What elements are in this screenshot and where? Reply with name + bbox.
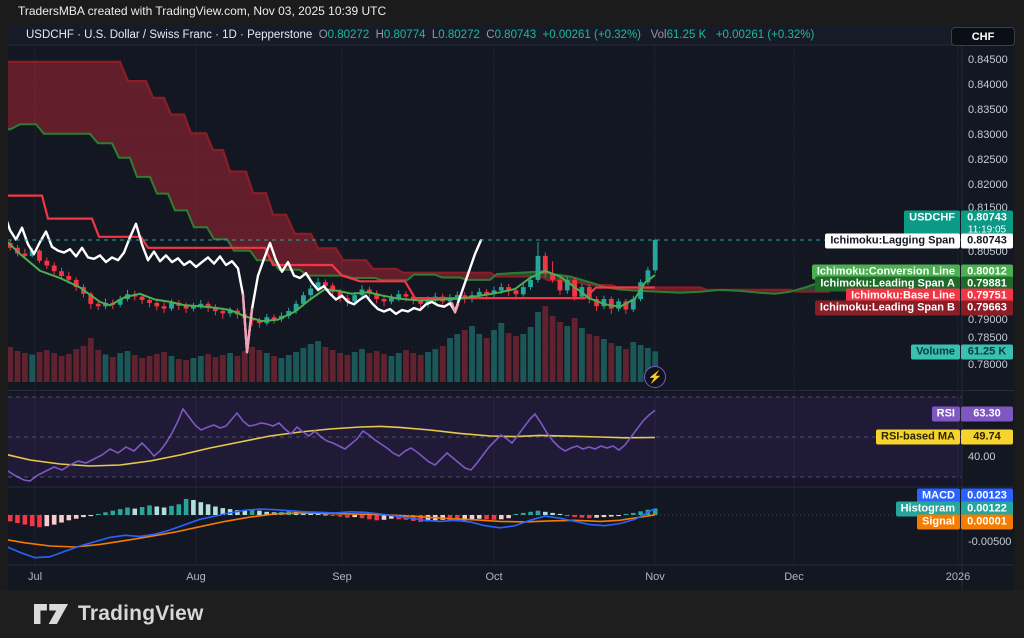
badge-label: Ichimoku:Leading Span B <box>814 300 960 316</box>
tradingview-logo-text: TradingView <box>78 602 204 625</box>
axis-price-label: 0.80500 <box>968 246 1008 258</box>
badge-value: 0.79663 <box>961 300 1013 316</box>
badge-label: Ichimoku:Base Line <box>846 288 960 304</box>
badge-value: 63.30 <box>961 406 1013 422</box>
symbol-bar-segment: 61.25 K <box>666 29 716 41</box>
tradingview-logo[interactable]: TradingView <box>34 602 204 626</box>
badge-value: 0.00001 <box>961 514 1013 530</box>
symbol-info-bar[interactable]: USDCHF · U.S. Dollar / Swiss Franc · 1D … <box>8 25 1014 45</box>
axis-time-label: Oct <box>485 571 503 583</box>
badge-label: Histogram <box>895 501 960 517</box>
indicator-badge: Ichimoku:Conversion Line 0.80012 <box>811 264 1013 280</box>
symbol-bar-segment: 0.80272 <box>438 29 487 41</box>
axis-time-label: Nov <box>645 571 665 583</box>
attribution-text: TradersMBA created with TradingView.com,… <box>18 4 387 18</box>
axis-price-label: 0.84000 <box>968 79 1008 91</box>
indicator-badge: Histogram 0.00122 <box>895 501 1013 517</box>
badge-label: Ichimoku:Leading Span A <box>815 276 960 292</box>
indicator-badge: MACD 0.00123 <box>917 488 1013 504</box>
indicator-badge: Ichimoku:Leading Span A 0.79881 <box>815 276 1013 292</box>
axis-price-label: 0.78000 <box>968 359 1008 371</box>
symbol-bar-segment: +0.00261 (+0.32%) <box>542 29 651 41</box>
symbol-bar-segment: O <box>318 29 328 41</box>
axis-price-label: 0.79000 <box>968 314 1008 326</box>
axis-price-label: 0.82000 <box>968 179 1008 191</box>
badge-label: Ichimoku:Conversion Line <box>811 264 960 280</box>
badge-label: RSI-based MA <box>876 429 960 445</box>
symbol-bar-segment: H <box>375 29 384 41</box>
indicator-badge: RSI-based MA 49.74 <box>876 429 1013 445</box>
badge-countdown: 11:19:05 <box>967 224 1007 236</box>
axis-price-label: 0.83500 <box>968 104 1008 116</box>
indicator-badge: USDCHF 0.80743 11:19:05 <box>904 210 1013 238</box>
symbol-bar-segment: Vol <box>650 29 667 41</box>
badge-value: 0.80012 <box>961 264 1013 280</box>
axis-time-label: Aug <box>186 571 206 583</box>
indicator-badge: Ichimoku:Lagging Span 0.80743 <box>825 233 1013 249</box>
lightning-boost-button[interactable]: ⚡ <box>644 366 666 388</box>
badge-value: 0.80743 <box>961 233 1013 249</box>
indicator-badge: Ichimoku:Leading Span B 0.79663 <box>814 300 1013 316</box>
axis-time-label: Dec <box>784 571 804 583</box>
axis-price-label: 0.83000 <box>968 129 1008 141</box>
indicator-badge: Ichimoku:Base Line 0.79751 <box>846 288 1013 304</box>
badge-label: Volume <box>911 344 960 360</box>
badge-value: 0.00122 <box>961 501 1013 517</box>
badge-value: 0.79751 <box>961 288 1013 304</box>
badge-value: 0.00123 <box>961 488 1013 504</box>
axis-time-label: Jul <box>27 571 43 583</box>
indicator-badge: Volume 61.25 K <box>911 344 1013 360</box>
badge-value: 49.74 <box>961 429 1013 445</box>
indicator-badge: Signal 0.00001 <box>916 514 1013 530</box>
footer-bar: TradingView <box>0 590 1024 638</box>
axis-time-label: 2026 <box>945 571 971 583</box>
symbol-bar-segment: C <box>486 29 495 41</box>
badge-label: MACD <box>917 488 960 504</box>
axis-time-label: Sep <box>332 571 352 583</box>
axis-price-label: 40.00 <box>968 451 996 463</box>
symbol-bar-segment: L <box>431 29 439 41</box>
symbol-bar-segment: 0.80774 <box>383 29 432 41</box>
badge-label: Signal <box>916 514 960 530</box>
axis-price-label: 0.82500 <box>968 154 1008 166</box>
indicator-badge: RSI 63.30 <box>931 406 1013 422</box>
tradingview-logo-icon <box>34 604 68 624</box>
axis-price-label: 0.78500 <box>968 332 1008 344</box>
lightning-bolt-icon: ⚡ <box>647 370 663 384</box>
symbol-bar-segment: 0.80743 <box>494 29 543 41</box>
badge-label: Ichimoku:Lagging Span <box>825 233 960 249</box>
symbol-bar-segment: +0.00261 (+0.32%) <box>715 29 815 41</box>
axis-price-label: -0.00500 <box>968 536 1012 548</box>
badge-label: RSI <box>931 406 960 422</box>
badge-value: 61.25 K <box>961 344 1013 360</box>
symbol-bar-segment: USDCHF · U.S. Dollar / Swiss Franc · 1D … <box>26 29 319 41</box>
currency-toggle-button[interactable]: CHF <box>951 27 1015 46</box>
badge-label: USDCHF <box>904 210 960 238</box>
badge-value: 0.79881 <box>961 276 1013 292</box>
axis-price-label: 0.84500 <box>968 54 1008 66</box>
badge-value: 0.80743 11:19:05 <box>961 210 1013 238</box>
symbol-bar-segment: 0.80272 <box>327 29 376 41</box>
